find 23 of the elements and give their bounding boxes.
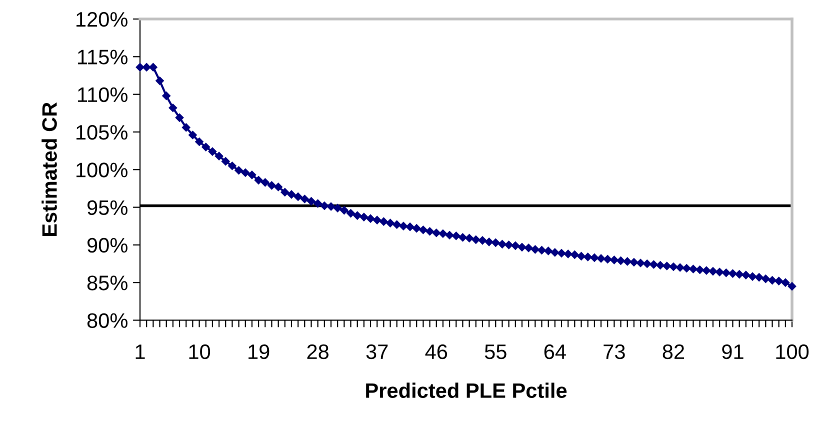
y-tick-label: 80% bbox=[87, 313, 128, 328]
x-tick-label: 28 bbox=[307, 344, 329, 360]
x-tick-label: 46 bbox=[425, 344, 448, 360]
x-tick-label: 73 bbox=[604, 344, 625, 360]
x-tick-label: 82 bbox=[662, 344, 684, 360]
x-tick-label: 1 bbox=[136, 344, 145, 359]
y-tick-label: 90% bbox=[87, 238, 128, 253]
y-axis-title: Estimated CR bbox=[42, 102, 57, 236]
y-tick-label: 95% bbox=[87, 200, 128, 216]
x-tick-label: 91 bbox=[722, 344, 744, 360]
y-tick-label: 115% bbox=[78, 50, 128, 64]
x-tick-label: 64 bbox=[544, 344, 566, 360]
y-tick-label: 120% bbox=[76, 12, 128, 27]
y-tick-label: 100% bbox=[76, 162, 128, 178]
y-tick-label: 105% bbox=[76, 124, 128, 140]
x-axis-title: Predicted PLE Pctile bbox=[366, 382, 567, 398]
x-tick-label: 10 bbox=[189, 344, 210, 360]
x-tick-label: 100 bbox=[776, 344, 809, 360]
y-tick-label: 85% bbox=[87, 276, 128, 290]
y-tick-label: 110% bbox=[78, 87, 128, 102]
x-tick-label: 37 bbox=[366, 344, 388, 360]
x-tick-label: 19 bbox=[248, 344, 270, 360]
x-tick-label: 55 bbox=[484, 344, 506, 360]
